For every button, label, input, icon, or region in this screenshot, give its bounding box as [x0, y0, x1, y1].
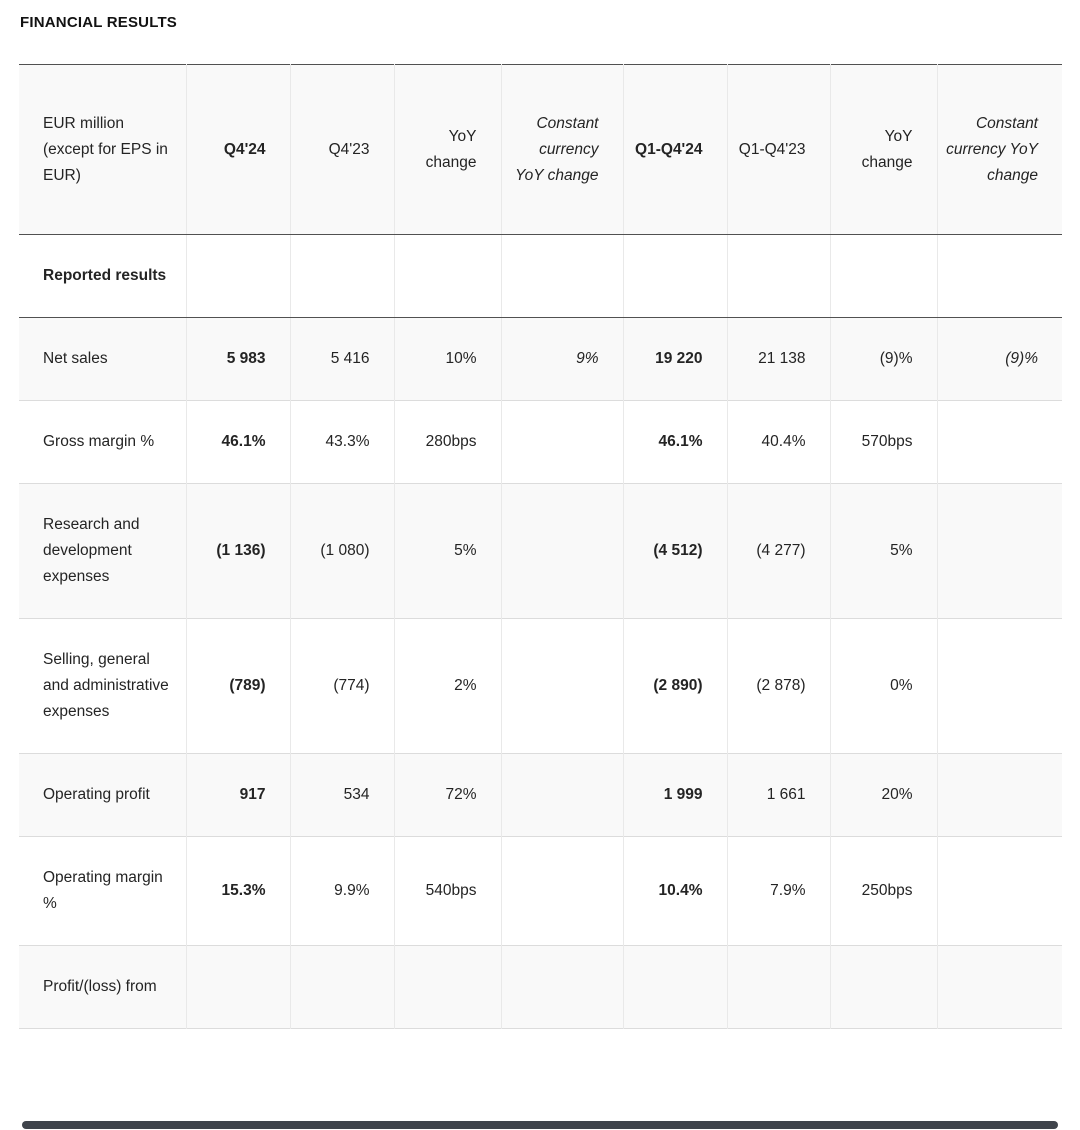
value-cell: 9%: [500, 317, 623, 401]
value-cell: 917: [185, 753, 290, 837]
value-cell: 43.3%: [289, 400, 394, 484]
value-cell: (789): [185, 618, 290, 754]
value-cell: 5 983: [185, 317, 290, 401]
table-row: Operating margin % 15.3% 9.9% 540bps 10.4% 7.…: [19, 836, 1062, 946]
column-header: Q1-Q4'23: [726, 64, 830, 235]
value-cell: 570bps: [829, 400, 937, 484]
table-row: Profit/(loss) from: [19, 945, 1062, 1029]
row-label: Operating profit: [43, 786, 150, 803]
section-row: Reported results: [19, 234, 1062, 318]
table-row: Net sales 5 983 5 416 10% 9% 19 220 21 138 (9)%…: [19, 317, 1062, 401]
column-header: Constant currency YoY change: [500, 64, 623, 235]
value-cell: 46.1%: [622, 400, 727, 484]
value-cell: 10.4%: [622, 836, 727, 946]
value-cell: 46.1%: [185, 400, 290, 484]
value-cell: [500, 836, 623, 946]
value-cell: [500, 618, 623, 754]
empty-cell: [726, 234, 830, 318]
value-cell: 9.9%: [289, 836, 394, 946]
value-cell: [936, 836, 1062, 946]
unit-header-cell: EUR million (except for EPS in EUR): [19, 64, 186, 235]
value-cell: [936, 400, 1062, 484]
column-header: YoY change: [829, 64, 937, 235]
value-cell: 250bps: [829, 836, 937, 946]
value-cell: [500, 753, 623, 837]
value-cell: 534: [289, 753, 394, 837]
row-label: Operating margin %: [43, 869, 163, 912]
value-cell: 21 138: [726, 317, 830, 401]
value-cell: (9)%: [829, 317, 937, 401]
value-cell: 7.9%: [726, 836, 830, 946]
empty-cell: [289, 234, 394, 318]
table-row: Gross margin % 46.1% 43.3% 280bps 46.1% 40.4%…: [19, 400, 1062, 484]
value-cell: 5%: [393, 483, 501, 619]
column-header: Q4'23: [289, 64, 394, 235]
page-title: FINANCIAL RESULTS: [20, 14, 178, 31]
value-cell: 5%: [829, 483, 937, 619]
column-header: Q1-Q4'24: [622, 64, 727, 235]
table-header-row: EUR million (except for EPS in EUR) Q4'24…: [19, 64, 1062, 235]
horizontal-scrollbar[interactable]: [22, 1121, 1058, 1129]
column-header: Q4'24: [185, 64, 290, 235]
value-cell: [936, 945, 1062, 1029]
value-cell: 540bps: [393, 836, 501, 946]
value-cell: (9)%: [936, 317, 1062, 401]
row-label: Profit/(loss) from: [43, 978, 157, 995]
value-cell: (774): [289, 618, 394, 754]
value-cell: [622, 945, 727, 1029]
value-cell: 72%: [393, 753, 501, 837]
row-label: Gross margin %: [43, 433, 155, 450]
value-cell: (4 512): [622, 483, 727, 619]
empty-cell: [622, 234, 727, 318]
value-cell: [500, 945, 623, 1029]
value-cell: (1 080): [289, 483, 394, 619]
value-cell: 0%: [829, 618, 937, 754]
value-cell: (1 136): [185, 483, 290, 619]
value-cell: [289, 945, 394, 1029]
financial-results-table: EUR million (except for EPS in EUR) Q4'24…: [19, 64, 1062, 1029]
value-cell: [936, 618, 1062, 754]
table-row: Selling, general and administrative expe…: [19, 618, 1062, 754]
value-cell: 2%: [393, 618, 501, 754]
value-cell: (2 878): [726, 618, 830, 754]
value-cell: 20%: [829, 753, 937, 837]
table-row: Operating profit 917 534 72% 1 999 1 661 20%: [19, 753, 1062, 837]
value-cell: [393, 945, 501, 1029]
value-cell: [936, 753, 1062, 837]
empty-cell: [185, 234, 290, 318]
column-header: Constant currency YoY change: [936, 64, 1062, 235]
value-cell: [185, 945, 290, 1029]
value-cell: (2 890): [622, 618, 727, 754]
value-cell: 1 999: [622, 753, 727, 837]
value-cell: [500, 400, 623, 484]
section-label: Reported results: [19, 234, 186, 318]
empty-cell: [500, 234, 623, 318]
value-cell: 1 661: [726, 753, 830, 837]
row-label: Net sales: [43, 350, 108, 367]
value-cell: 19 220: [622, 317, 727, 401]
financial-table-container: EUR million (except for EPS in EUR) Q4'24…: [19, 64, 1062, 1029]
value-cell: (4 277): [726, 483, 830, 619]
value-cell: [726, 945, 830, 1029]
value-cell: 10%: [393, 317, 501, 401]
table-row: Research and development expenses (1 136)…: [19, 483, 1062, 619]
value-cell: [936, 483, 1062, 619]
empty-cell: [393, 234, 501, 318]
value-cell: [829, 945, 937, 1029]
empty-cell: [936, 234, 1062, 318]
empty-cell: [829, 234, 937, 318]
value-cell: [500, 483, 623, 619]
value-cell: 40.4%: [726, 400, 830, 484]
value-cell: 15.3%: [185, 836, 290, 946]
row-label: Selling, general and administrative expe…: [43, 651, 169, 720]
row-label: Research and development expenses: [43, 516, 140, 585]
value-cell: 280bps: [393, 400, 501, 484]
value-cell: 5 416: [289, 317, 394, 401]
column-header: YoY change: [393, 64, 501, 235]
